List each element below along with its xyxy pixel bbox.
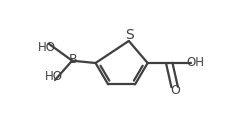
Text: B: B [68, 53, 77, 66]
Text: O: O [169, 84, 179, 97]
Text: S: S [125, 29, 134, 42]
Text: HO: HO [45, 70, 63, 83]
Text: HO: HO [37, 41, 55, 54]
Text: OH: OH [186, 56, 204, 69]
